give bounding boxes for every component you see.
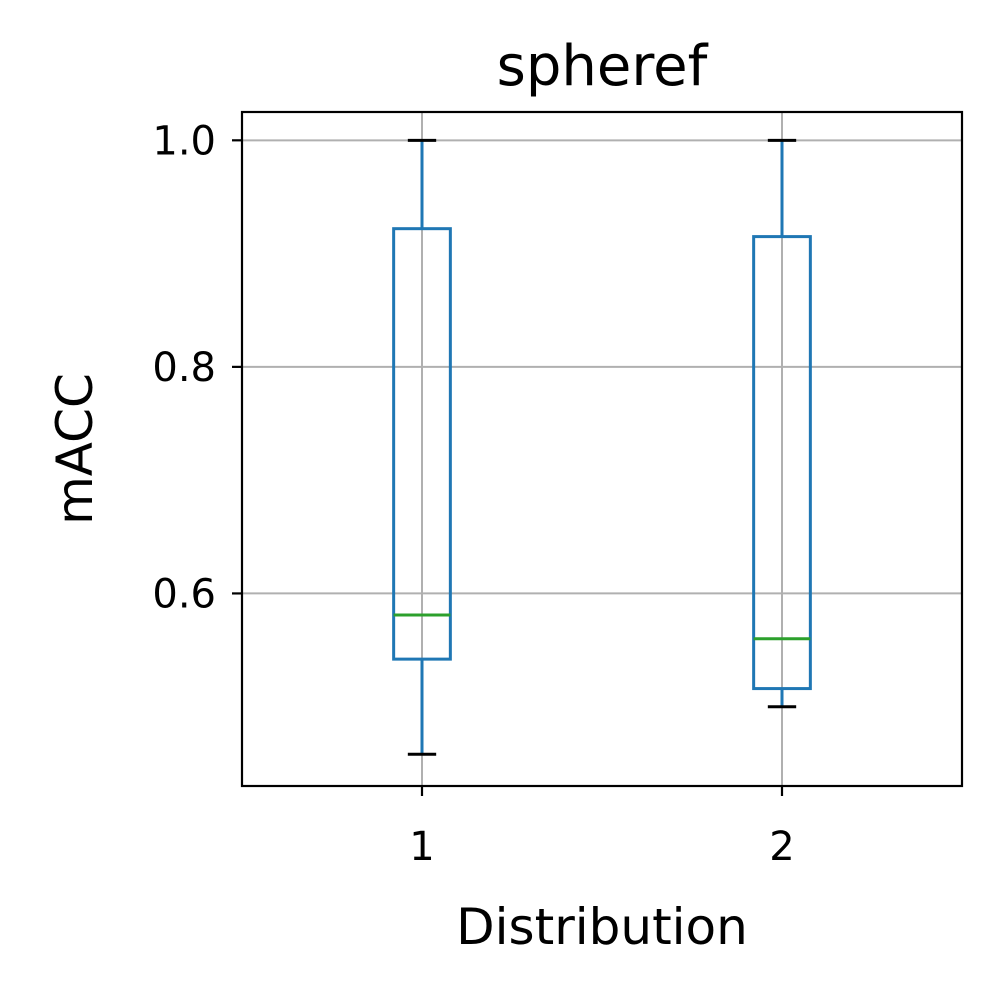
grid-layer <box>242 112 962 786</box>
iqr-box <box>752 235 812 691</box>
tick-layer: 0.6 0.8 1.0 1 2 <box>152 118 794 870</box>
x-axis-label: Distribution <box>456 898 748 956</box>
box-layer <box>392 138 812 756</box>
x-tick-label: 2 <box>769 824 794 870</box>
x-tick-label: 1 <box>409 824 434 870</box>
chart-title: spheref <box>497 34 709 99</box>
y-tick-label: 1.0 <box>152 118 216 164</box>
plot-frame <box>240 110 964 788</box>
y-tick-label: 0.8 <box>152 345 216 391</box>
y-axis-label: mACC <box>46 373 104 525</box>
y-tick-label: 0.6 <box>152 571 216 617</box>
iqr-box <box>392 227 452 661</box>
box-series-1 <box>392 138 452 756</box>
box-series-2 <box>752 138 812 709</box>
